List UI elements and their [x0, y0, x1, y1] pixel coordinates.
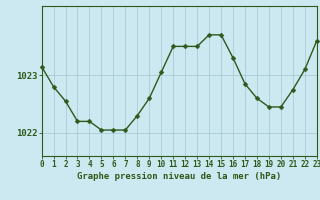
X-axis label: Graphe pression niveau de la mer (hPa): Graphe pression niveau de la mer (hPa)	[77, 172, 281, 181]
